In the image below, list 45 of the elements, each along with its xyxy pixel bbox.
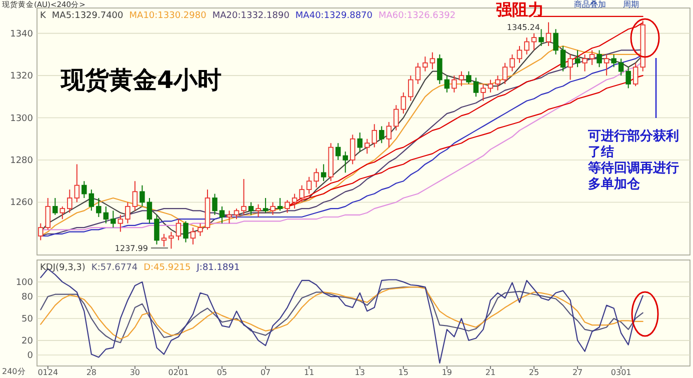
text: MA10:1330.2980 [129,11,207,21]
x-tick-label: 30 [130,368,140,377]
x-tick-label: 28 [86,368,97,377]
text: MA40:1329.8870 [295,11,373,21]
y-tick-label: 1340 [10,29,34,40]
text: J:81.1891 [196,263,240,273]
y-tick-label: 1260 [10,198,34,208]
text: 240分 [2,367,26,376]
x-tick-label: 0124 [38,368,58,377]
y-tick-label: 1320 [10,72,34,82]
annotation: 了结 [588,145,614,160]
y-tick-label: 0 [27,351,34,362]
y-tick-label: 50 [22,314,34,324]
annotation: 多单加仓 [588,176,641,192]
annotation: 强阻力 [496,0,544,19]
text: D:45.9215 [144,263,191,273]
y-tick-label: 80 [22,292,34,303]
annotation: 等待回调再进行 [587,161,679,176]
x-tick-label: 07 [260,368,271,377]
y-tick-label: 100 [16,278,34,288]
x-tick-label: 11 [304,368,314,377]
x-tick-label: 13 [354,368,365,377]
text: 现货黄金4小时 [60,66,222,94]
text: MA5:1329.7400 [52,11,124,21]
x-tick-label: 21 [485,368,496,377]
annotation: 商品叠加 [574,0,606,9]
text: K:57.6774 [91,263,138,273]
text: MA60:1326.6392 [378,11,456,21]
text: MA20:1332.1890 [212,11,290,21]
x-tick-label: 0301 [610,368,632,377]
x-tick-label: 05 [216,368,228,377]
annotation: 1345.24 [506,23,540,32]
legend-title: K [40,11,47,21]
x-tick-label: 25 [528,368,540,377]
annotation: 可进行部分获利 [587,128,679,144]
x-tick-label: 0201 [168,368,189,377]
x-tick-label: 19 [442,368,452,377]
y-tick-label: 20 [22,336,34,346]
y-tick-label: 1300 [10,114,34,124]
annotation: 1237.99 [114,244,148,253]
legend-title: KDJ(9,3,3) [40,263,86,273]
x-tick-label: 27 [572,368,583,377]
x-tick-label: 15 [398,368,408,377]
annotation: 周期 [623,0,639,9]
y-tick-label: 1280 [10,156,34,166]
